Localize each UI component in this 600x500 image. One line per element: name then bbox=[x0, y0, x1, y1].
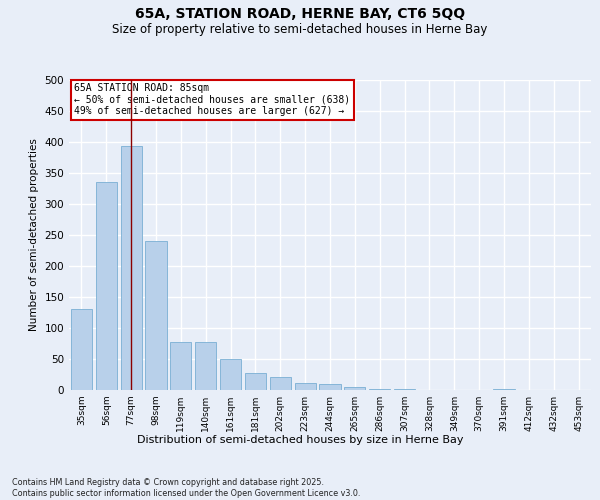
Text: 65A STATION ROAD: 85sqm
← 50% of semi-detached houses are smaller (638)
49% of s: 65A STATION ROAD: 85sqm ← 50% of semi-de… bbox=[74, 83, 350, 116]
Bar bbox=[195, 342, 216, 390]
Bar bbox=[96, 182, 117, 390]
Bar bbox=[270, 377, 291, 390]
Bar bbox=[121, 146, 142, 390]
Bar bbox=[170, 342, 191, 390]
Bar bbox=[319, 384, 341, 390]
Text: Size of property relative to semi-detached houses in Herne Bay: Size of property relative to semi-detach… bbox=[112, 22, 488, 36]
Bar bbox=[145, 241, 167, 390]
Text: Contains HM Land Registry data © Crown copyright and database right 2025.
Contai: Contains HM Land Registry data © Crown c… bbox=[12, 478, 361, 498]
Y-axis label: Number of semi-detached properties: Number of semi-detached properties bbox=[29, 138, 39, 332]
Bar bbox=[220, 359, 241, 390]
Text: 65A, STATION ROAD, HERNE BAY, CT6 5QQ: 65A, STATION ROAD, HERNE BAY, CT6 5QQ bbox=[135, 8, 465, 22]
Bar bbox=[344, 387, 365, 390]
Bar bbox=[295, 382, 316, 390]
Bar bbox=[245, 372, 266, 390]
Text: Distribution of semi-detached houses by size in Herne Bay: Distribution of semi-detached houses by … bbox=[137, 435, 463, 445]
Bar bbox=[71, 310, 92, 390]
